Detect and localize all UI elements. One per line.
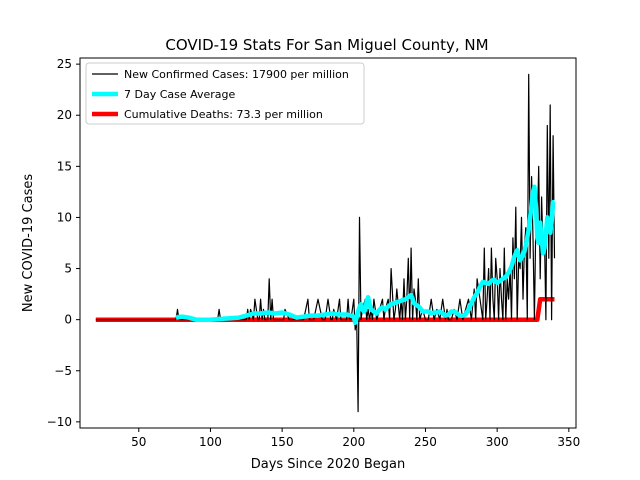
y-tick-label: 20 bbox=[57, 108, 72, 122]
x-tick-label: 200 bbox=[342, 435, 365, 449]
legend-entry-2: Cumulative Deaths: 73.3 per million bbox=[124, 108, 323, 121]
y-axis-label: New COVID-19 Cases bbox=[21, 174, 36, 312]
x-tick-label: 350 bbox=[557, 435, 580, 449]
x-tick-label: 300 bbox=[486, 435, 509, 449]
plot-frame bbox=[79, 57, 577, 429]
y-tick-label: 10 bbox=[57, 210, 72, 224]
chart-title: COVID-19 Stats For San Miguel County, NM bbox=[165, 36, 488, 54]
legend: New Confirmed Cases: 17900 per million 7 … bbox=[85, 62, 365, 125]
x-axis-label: Days Since 2020 Began bbox=[251, 457, 406, 472]
series-line-0 bbox=[95, 73, 556, 413]
x-tick-label: 50 bbox=[131, 435, 146, 449]
x-tick-label: 150 bbox=[271, 435, 294, 449]
series-line-2 bbox=[95, 296, 555, 322]
y-tick-label: −5 bbox=[54, 364, 72, 378]
legend-box bbox=[85, 62, 365, 125]
y-tick-label: 5 bbox=[64, 262, 72, 276]
y-tick-label: −10 bbox=[47, 415, 72, 429]
y-tick-label: 25 bbox=[57, 57, 72, 71]
x-tick-label: 250 bbox=[414, 435, 437, 449]
y-tick-label: 0 bbox=[64, 313, 72, 327]
x-tick-label: 100 bbox=[199, 435, 222, 449]
legend-entry-0: New Confirmed Cases: 17900 per million bbox=[124, 68, 349, 81]
legend-entry-1: 7 Day Case Average bbox=[124, 88, 236, 101]
y-tick-label: 15 bbox=[57, 159, 72, 173]
series-line-1 bbox=[175, 184, 556, 325]
